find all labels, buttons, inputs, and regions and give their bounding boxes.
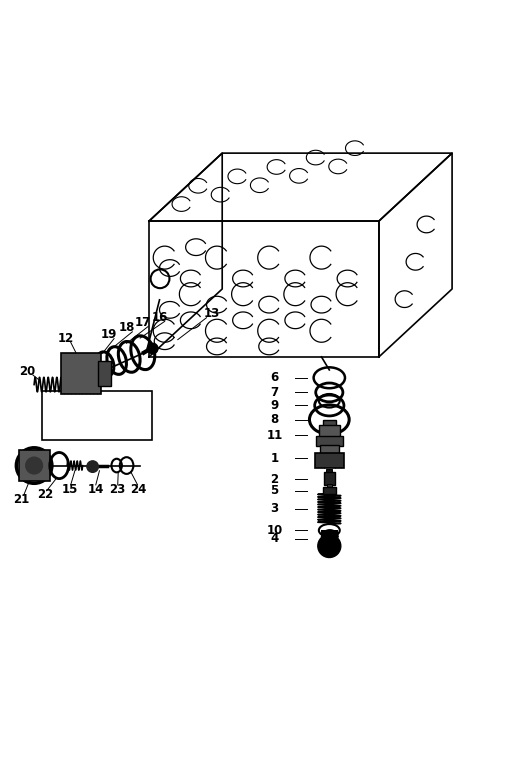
Circle shape (318, 535, 341, 558)
Text: 14: 14 (88, 483, 104, 496)
Circle shape (87, 461, 98, 473)
Text: 10: 10 (266, 524, 282, 537)
Bar (324, 472, 335, 486)
Text: 11: 11 (266, 429, 282, 442)
Text: 19: 19 (101, 328, 117, 341)
Text: 9: 9 (270, 399, 279, 412)
Bar (320, 445, 338, 453)
Bar (323, 420, 336, 427)
Text: 3: 3 (270, 502, 278, 516)
Bar (323, 487, 336, 494)
Text: 7: 7 (270, 386, 278, 399)
Bar (20, 450, 50, 481)
Text: 21: 21 (13, 493, 29, 506)
Text: 8: 8 (270, 413, 279, 426)
Text: 5: 5 (270, 484, 279, 497)
Bar (326, 469, 333, 472)
Text: 15: 15 (61, 483, 78, 496)
Text: 6: 6 (270, 372, 279, 385)
Bar (321, 530, 338, 537)
Bar (319, 425, 340, 437)
Text: 13: 13 (204, 307, 220, 320)
Text: 17: 17 (135, 316, 151, 329)
Text: 24: 24 (130, 483, 147, 496)
Text: 16: 16 (152, 311, 168, 324)
Text: 22: 22 (37, 488, 54, 501)
Text: 4: 4 (270, 532, 279, 545)
Circle shape (26, 457, 42, 474)
Text: 23: 23 (110, 483, 126, 496)
Text: 18: 18 (119, 321, 135, 334)
Text: 12: 12 (58, 332, 73, 345)
Bar (42, 391, 152, 440)
Bar (61, 352, 101, 394)
Text: 1: 1 (270, 452, 278, 465)
Bar (316, 436, 343, 447)
Text: 20: 20 (18, 365, 35, 378)
Bar (98, 361, 111, 386)
Bar (315, 453, 344, 467)
Bar (327, 484, 332, 489)
Circle shape (147, 343, 158, 354)
Text: 2: 2 (270, 473, 278, 486)
